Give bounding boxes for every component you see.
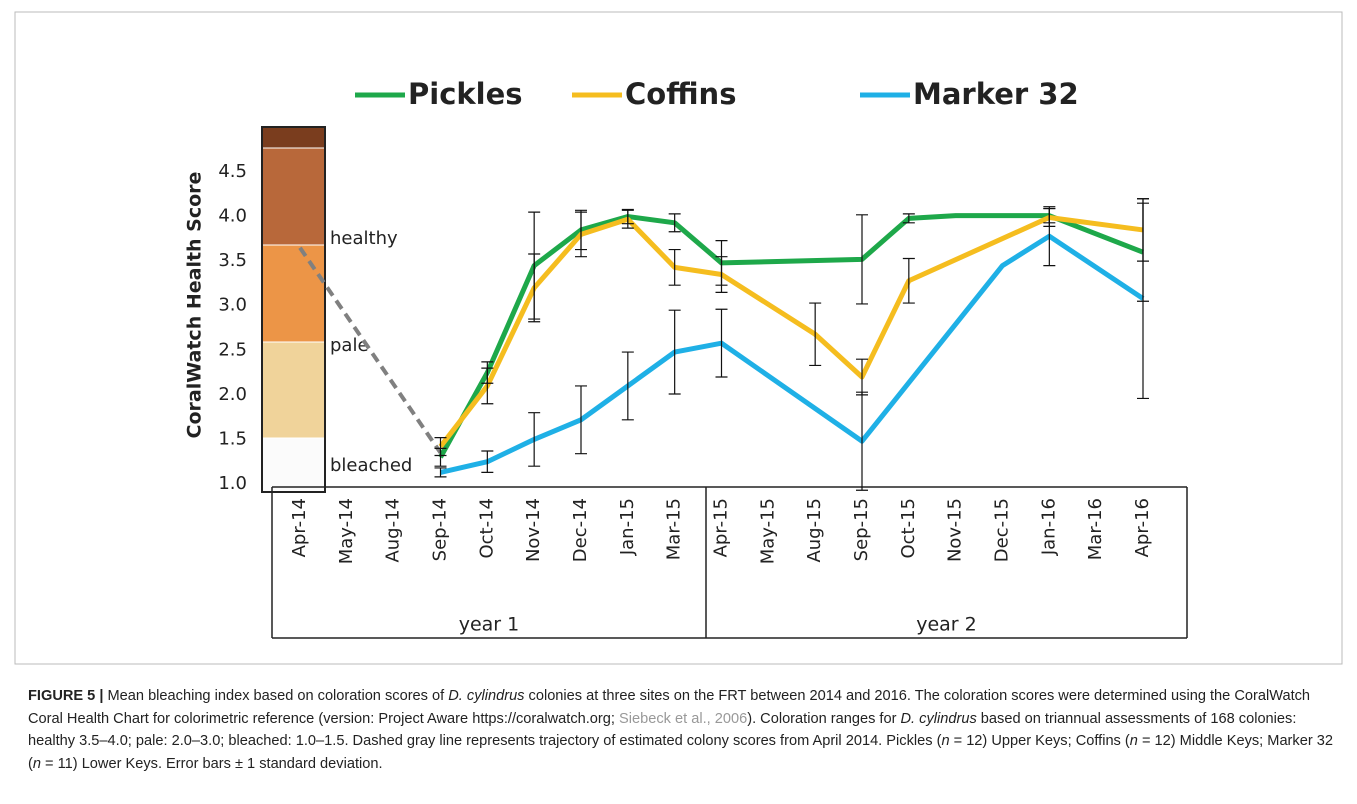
- caption-text: n: [941, 733, 950, 749]
- x-tick-label: Nov-14: [523, 498, 544, 562]
- x-tick-label: Dec-15: [992, 498, 1013, 562]
- error-bar: [481, 450, 494, 474]
- error-bar: [434, 467, 447, 478]
- x-tick-label: Sep-15: [851, 498, 872, 561]
- caption: FIGURE 5 | Mean bleaching index based on…: [28, 685, 1333, 775]
- y-tick-label: 1.0: [218, 473, 247, 494]
- series-line: [438, 214, 1144, 449]
- error-bar: [528, 412, 541, 467]
- error-bar: [528, 253, 541, 323]
- y-tick-label: 3.0: [218, 295, 247, 316]
- caption-text: n: [1129, 733, 1138, 749]
- error-bar: [1043, 206, 1056, 267]
- error-bar: [715, 256, 728, 293]
- caption-text: FIGURE 5 |: [28, 688, 104, 704]
- y-tick-label: 2.0: [218, 384, 247, 405]
- group-label: year 1: [459, 614, 520, 636]
- x-tick-label: Jan-15: [617, 498, 638, 556]
- caption-text: ). Coloration ranges for: [747, 710, 901, 727]
- error-bar: [575, 385, 587, 455]
- y-tick-label: 1.5: [218, 428, 247, 449]
- x-tick-label: Apr-15: [711, 498, 732, 557]
- y-tick-label: 4.5: [218, 161, 247, 182]
- frame: [14, 11, 1343, 665]
- y-tick-label: 3.5: [218, 250, 247, 271]
- legend-label: Marker 32: [913, 77, 1079, 111]
- legend-label: Pickles: [408, 77, 523, 111]
- trajectory-line: [298, 246, 443, 454]
- x-tick-label: Dec-14: [570, 498, 591, 562]
- x-tick-label: Mar-16: [1085, 498, 1106, 560]
- error-bar: [856, 214, 868, 305]
- error-bar: [621, 209, 634, 229]
- caption-text: based on triannual assessments of 168 co…: [28, 710, 1297, 750]
- series-line: [438, 213, 1144, 459]
- x-tick-label: Mar-15: [664, 498, 685, 560]
- error-bar: [668, 248, 681, 286]
- y-tick-label: 4.0: [218, 206, 247, 227]
- error-bar: [902, 257, 915, 304]
- error-bar: [434, 437, 447, 457]
- caption-text: n: [32, 755, 41, 772]
- x-tick-label: Apr-14: [289, 498, 310, 557]
- x-tick-label: May-15: [757, 498, 778, 564]
- error-bar: [575, 211, 587, 258]
- legend-label: Coffins: [625, 77, 736, 111]
- chart: CoralWatch Health Score 1.0 1.5 2.0 2.5 3.0 3…: [14, 11, 1343, 665]
- band-label: pale: [330, 335, 369, 356]
- caption-text: = 12) Middle Keys; Marker 32 (: [28, 733, 1333, 772]
- x-tick-label: Aug-14: [383, 498, 404, 563]
- x-tick-label: Apr-16: [1132, 498, 1153, 557]
- band-label: healthy: [330, 228, 398, 249]
- citation-link[interactable]: Siebeck et al., 2006: [619, 710, 748, 727]
- caption-text: Mean bleaching index based on coloration…: [103, 688, 449, 704]
- error-bar: [668, 213, 681, 233]
- caption-text: = 11) Lower Keys. Error bars ± 1 standar…: [41, 755, 383, 772]
- x-tick-label: Oct-15: [898, 498, 919, 559]
- caption-text: colonies at three sites on the FRT betwe…: [28, 688, 1311, 727]
- caption-text: D. cylindrus: [448, 688, 525, 704]
- error-bar: [715, 308, 728, 378]
- y-axis-title: CoralWatch Health Score: [184, 172, 206, 439]
- error-bar: [621, 351, 634, 421]
- y-tick-label: 2.5: [218, 339, 247, 360]
- x-tick-label: Jan-16: [1038, 498, 1059, 556]
- error-bar: [902, 213, 915, 224]
- error-bar: [668, 309, 681, 395]
- caption-text: = 12) Upper Keys; Coffins (: [949, 733, 1130, 749]
- band-label: bleached: [330, 455, 412, 476]
- error-bar: [809, 302, 822, 367]
- color-scale: [261, 126, 326, 493]
- x-tick-label: May-14: [336, 498, 357, 564]
- x-tick-label: Aug-15: [804, 498, 825, 563]
- x-tick-label: Sep-14: [430, 498, 451, 561]
- group-label: year 2: [916, 614, 977, 636]
- error-bar: [481, 367, 494, 405]
- caption-text: D. cylindrus: [900, 710, 977, 727]
- error-bar: [856, 391, 868, 491]
- x-tick-label: Nov-15: [945, 498, 966, 562]
- x-tick-label: Oct-14: [476, 498, 497, 559]
- error-bar: [1137, 198, 1149, 400]
